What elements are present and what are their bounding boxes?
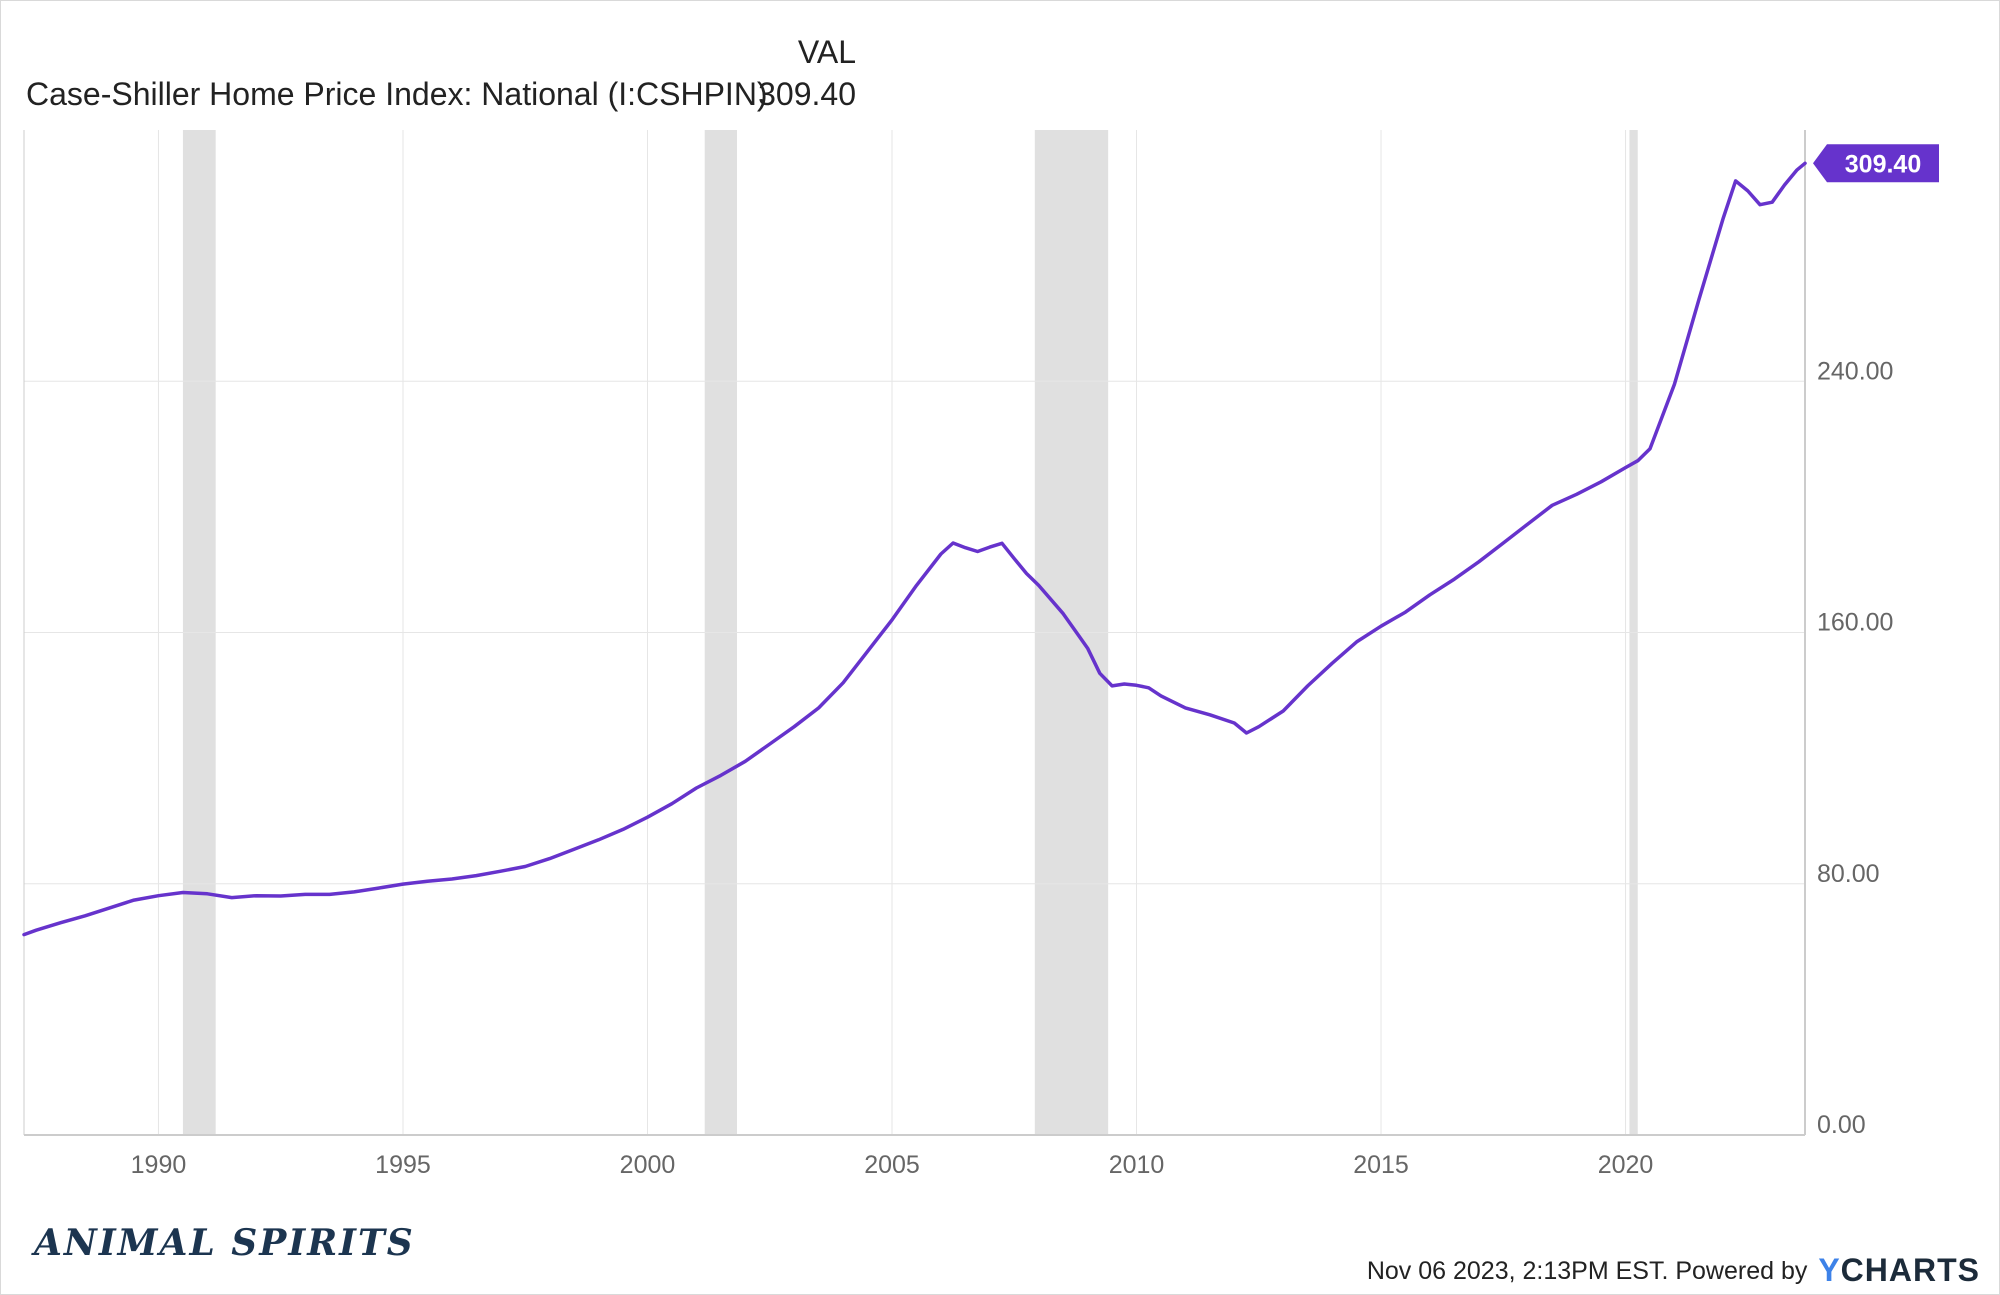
y-tick-label-80.00: 80.00: [1817, 860, 1880, 888]
last-value-label: 309.40: [1845, 150, 1921, 178]
last-value-label-bg: [1813, 144, 1939, 183]
ycharts-logo-y: Y: [1818, 1252, 1841, 1288]
x-tick-label-1995: 1995: [375, 1151, 431, 1179]
legend-column-header: VAL: [797, 34, 856, 70]
x-tick-label-2000: 2000: [620, 1151, 676, 1179]
ycharts-logo[interactable]: YCHARTS: [1818, 1252, 1980, 1288]
x-axis-ticks: 1990 1995 2000 2005 2010 2015 2020: [131, 1151, 1654, 1179]
series-line-0[interactable]: [22, 161, 1807, 937]
timestamp-text: Nov 06 2023, 2:13PM EST.: [1366, 1257, 1669, 1285]
x-tick-label-2015: 2015: [1353, 1151, 1409, 1179]
x-tick-label-2010: 2010: [1109, 1151, 1165, 1179]
footer-credit: Nov 06 2023, 2:13PM EST. Powered by YCHA…: [1367, 1252, 1980, 1289]
legend-series-name[interactable]: Case-Shiller Home Price Index: National …: [26, 76, 768, 112]
x-tick-label-2005: 2005: [864, 1151, 920, 1179]
x-tick-label-1990: 1990: [131, 1151, 187, 1179]
y-tick-label-160.00: 160.00: [1817, 609, 1893, 637]
x-tick-label-2020: 2020: [1598, 1151, 1654, 1179]
y-tick-label-240.00: 240.00: [1817, 357, 1893, 385]
ycharts-logo-text: CHARTS: [1840, 1252, 1980, 1288]
y-axis-ticks: 0.00 80.00 160.00 240.00: [1817, 357, 1893, 1139]
axes: [23, 130, 1806, 1136]
y-tick-label-0.00: 0.00: [1817, 1111, 1866, 1139]
grid-lines: [24, 130, 1805, 1136]
legend-series-value: 309.40: [758, 76, 856, 112]
animal-spirits-logo: ANIMAL SPIRITS: [34, 1222, 415, 1264]
series-group: [22, 161, 1807, 937]
powered-by-text: Powered by: [1675, 1257, 1808, 1285]
last-value-group: 309.40: [1813, 144, 1939, 183]
